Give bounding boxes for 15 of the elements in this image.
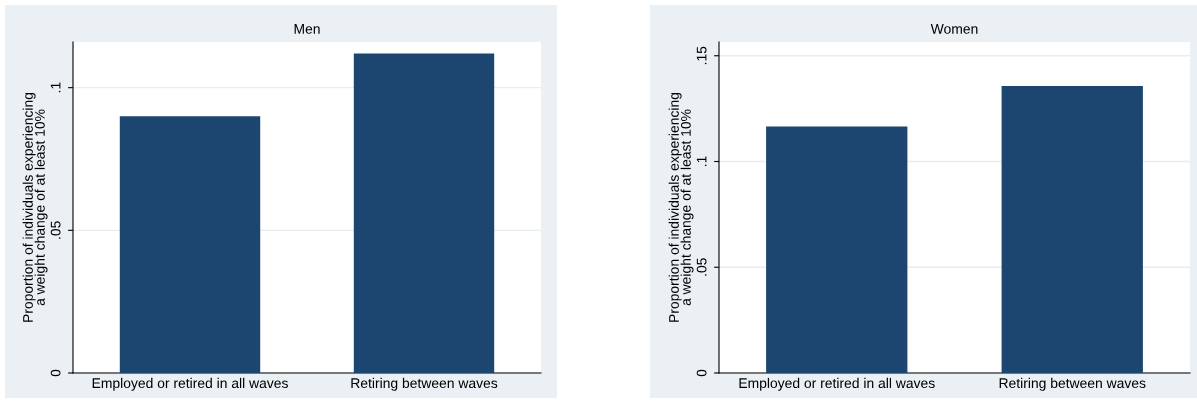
- chart-title: Women: [930, 24, 978, 34]
- y-tick-label: .1: [50, 82, 61, 93]
- y-axis-title: Proportion of individuals experiencing a weight change of at least 10%: [22, 92, 48, 322]
- x-tick-label: Employed or retired in all waves: [739, 377, 935, 391]
- y-tick-label: 0: [50, 369, 61, 377]
- y-tick-label: .05: [696, 258, 707, 276]
- y-tick-label: .15: [696, 46, 707, 65]
- y-tick-label: 0: [696, 369, 707, 377]
- chart-title: Men: [294, 24, 320, 34]
- y-axis-title: Proportion of individuals experiencing a weight change of at least 10%: [668, 92, 694, 322]
- x-tick-label: Employed or retired in all waves: [92, 377, 288, 391]
- y-tick-label: .1: [696, 156, 707, 167]
- x-tick-label: Retiring between waves: [999, 377, 1146, 391]
- y-tick-label: .05: [50, 221, 61, 239]
- x-tick-label: Retiring between waves: [351, 377, 498, 391]
